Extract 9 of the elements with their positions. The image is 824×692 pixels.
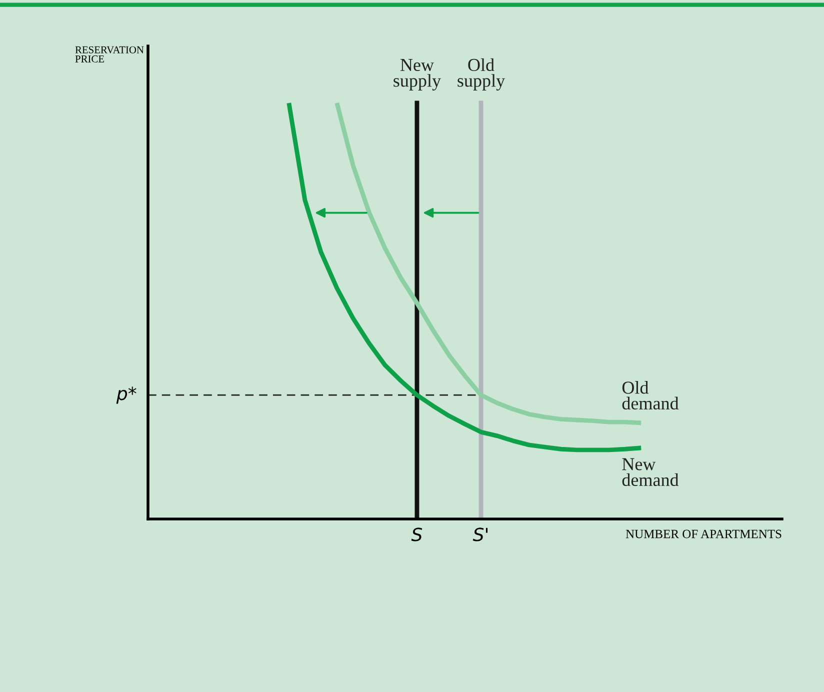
x-axis-title: NUMBER OF APARTMENTS — [626, 530, 782, 538]
ref-line-label: p* — [116, 386, 136, 404]
series-label: New demand — [622, 458, 679, 486]
x-tick-label: S' — [472, 528, 488, 542]
ref-line-label: Old supply — [458, 58, 506, 91]
text: RESERVATION PRICE — [75, 46, 144, 62]
x-tick-label: S — [411, 528, 422, 542]
ref-line-label: New supply — [394, 59, 441, 91]
series-label: Old demand — [622, 381, 679, 410]
